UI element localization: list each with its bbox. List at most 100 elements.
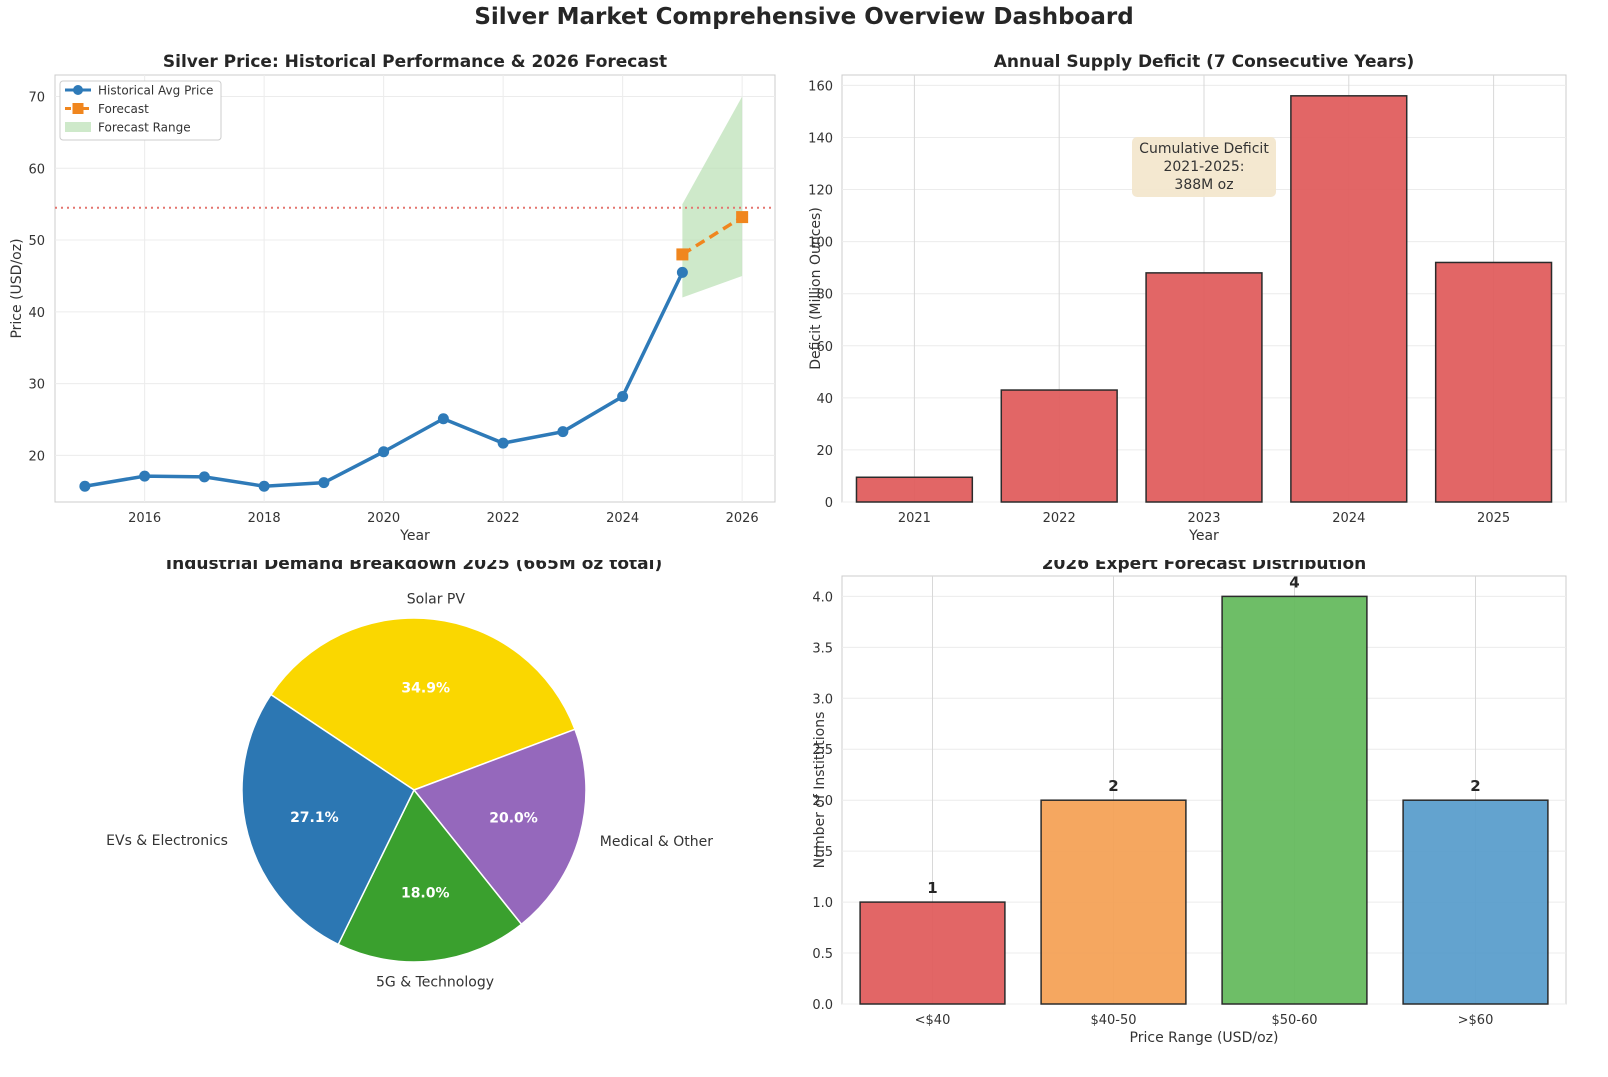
plot-area — [54, 74, 776, 503]
deficit-bar — [1145, 272, 1263, 503]
legend-label: Forecast — [98, 102, 149, 116]
x-tick-label: 2025 — [1477, 511, 1510, 526]
y-tick-label: 140 — [808, 131, 833, 146]
deficit-chart: 0 20 40 60 80 100 120 140 160 2021 2022 2023 2024 202… — [808, 52, 1567, 544]
bar-value-label: 2 — [1470, 777, 1480, 795]
pie-percent-label: 20.0% — [489, 810, 538, 826]
y-tick-label: 1.5 — [812, 845, 833, 860]
pie-percent-label: 27.1% — [290, 810, 339, 826]
x-tick-label: 2021 — [898, 511, 931, 526]
x-tick-label: 2018 — [248, 511, 281, 526]
y-tick-label: 30 — [28, 378, 45, 393]
y-tick-label: 1.0 — [812, 896, 833, 911]
y-axis-label: Deficit (Million Ounces) — [808, 207, 824, 370]
y-tick-label: 80 — [816, 288, 833, 303]
legend-range-swatch — [65, 122, 91, 132]
x-tick-label: 2022 — [1043, 511, 1076, 526]
x-tick-label: >$60 — [1458, 1013, 1494, 1028]
y-tick-label: 60 — [816, 340, 833, 355]
x-tick-label: 2026 — [726, 511, 759, 526]
historical-point — [318, 477, 330, 489]
chart-title: 2026 Expert Forecast Distribution — [1042, 560, 1367, 574]
historical-point — [676, 266, 688, 278]
demand-chart: 34.9% Solar PV 20.0% Medical & Other 18.0% 5G… — [106, 560, 713, 990]
historical-point — [617, 391, 629, 403]
forecast-line — [681, 215, 744, 256]
y-tick-label: 20 — [816, 444, 833, 459]
y-tick-label: 2.5 — [812, 743, 833, 758]
deficit-bar — [1434, 261, 1553, 503]
x-tick-label: 2023 — [1187, 511, 1220, 526]
legend: Historical Avg Price Forecast Forecast Ran… — [59, 80, 222, 141]
y-tick-label: 2.0 — [812, 794, 833, 809]
historical-point — [139, 470, 151, 482]
pie-category-label: Medical & Other — [600, 834, 713, 850]
y-tick-label: 3.5 — [812, 641, 833, 656]
forecast-bar — [1402, 799, 1549, 1005]
x-tick-label: 2016 — [128, 511, 161, 526]
historical-point — [497, 437, 509, 449]
forecast-point — [736, 211, 749, 224]
pie-slice — [269, 617, 576, 791]
chart-title: Annual Supply Deficit (7 Consecutive Yea… — [994, 52, 1415, 72]
legend-label: Historical Avg Price — [98, 84, 213, 98]
pie-percent-label: 34.9% — [401, 680, 450, 696]
y-tick-label: 3.0 — [812, 692, 833, 707]
x-tick-label: 2020 — [367, 511, 400, 526]
deficit-bar — [855, 476, 974, 503]
y-tick-label: 60 — [28, 162, 45, 177]
x-tick-label: 2024 — [1332, 511, 1365, 526]
annotation-text: Cumulative Deficit — [1139, 141, 1269, 157]
historical-point — [557, 426, 569, 438]
legend-box — [59, 80, 222, 141]
bar-value-label: 1 — [927, 879, 937, 897]
y-tick-label: 0 — [825, 496, 833, 511]
pie-slice — [241, 693, 415, 946]
bar-value-label: 4 — [1289, 573, 1299, 591]
x-axis-label: Price Range (USD/oz) — [1130, 1030, 1279, 1046]
y-tick-label: 0.0 — [812, 998, 833, 1013]
pie-slice — [412, 728, 587, 926]
legend-forecast-marker — [72, 103, 84, 114]
forecast-bar — [859, 901, 1006, 1005]
y-tick-label: 0.5 — [812, 947, 833, 962]
x-tick-label: <$40 — [915, 1013, 951, 1028]
x-tick-label: 2024 — [606, 511, 639, 526]
x-axis-label: Year — [399, 528, 430, 544]
y-axis-label: Number of Institutions — [812, 712, 828, 869]
y-tick-label: 20 — [28, 449, 45, 464]
pie-category-label: EVs & Electronics — [106, 833, 228, 849]
forecast-bar — [1040, 799, 1187, 1005]
price-chart: 2016 2018 2020 2022 2024 2026 20 30 40 50 60 70 Hist… — [9, 52, 776, 544]
annotation-text: 388M oz — [1174, 177, 1233, 193]
historical-point — [198, 471, 210, 483]
x-axis-label: Year — [1188, 528, 1219, 544]
y-tick-label: 70 — [28, 91, 45, 106]
forecast-bar — [1221, 595, 1368, 1005]
y-tick-label: 50 — [28, 234, 45, 249]
deficit-bar — [1000, 389, 1118, 503]
x-tick-label: 2022 — [487, 511, 520, 526]
y-tick-label: 40 — [28, 306, 45, 321]
legend-historical-marker — [73, 85, 83, 95]
y-tick-label: 4.0 — [812, 590, 833, 605]
y-axis-label: Price (USD/oz) — [9, 238, 25, 338]
annotation-text: 2021-2025: — [1163, 159, 1244, 175]
historical-point — [258, 480, 270, 492]
historical-point — [378, 446, 390, 458]
dashboard-title: Silver Market Comprehensive Overview Das… — [474, 4, 1134, 30]
y-tick-label: 120 — [808, 184, 833, 199]
historical-point — [437, 413, 449, 425]
pie-percent-label: 18.0% — [401, 886, 450, 902]
experts-chart: 0.0 0.5 1.0 1.5 2.0 2.5 3.0 3.5 4.0 <$40 $40-50 $50… — [812, 560, 1567, 1046]
x-tick-label: $40-50 — [1090, 1013, 1136, 1028]
legend-label: Forecast Range — [98, 121, 191, 135]
chart-title: Silver Price: Historical Performance & 2… — [163, 52, 667, 72]
pie-category-label: Solar PV — [407, 592, 466, 608]
historical-point — [79, 480, 91, 492]
y-tick-label: 160 — [808, 79, 833, 94]
chart-title: Industrial Demand Breakdown 2025 (665M o… — [166, 560, 662, 574]
x-tick-label: $50-60 — [1271, 1013, 1317, 1028]
pie-category-label: 5G & Technology — [376, 974, 494, 990]
annotation-box — [1132, 137, 1276, 197]
